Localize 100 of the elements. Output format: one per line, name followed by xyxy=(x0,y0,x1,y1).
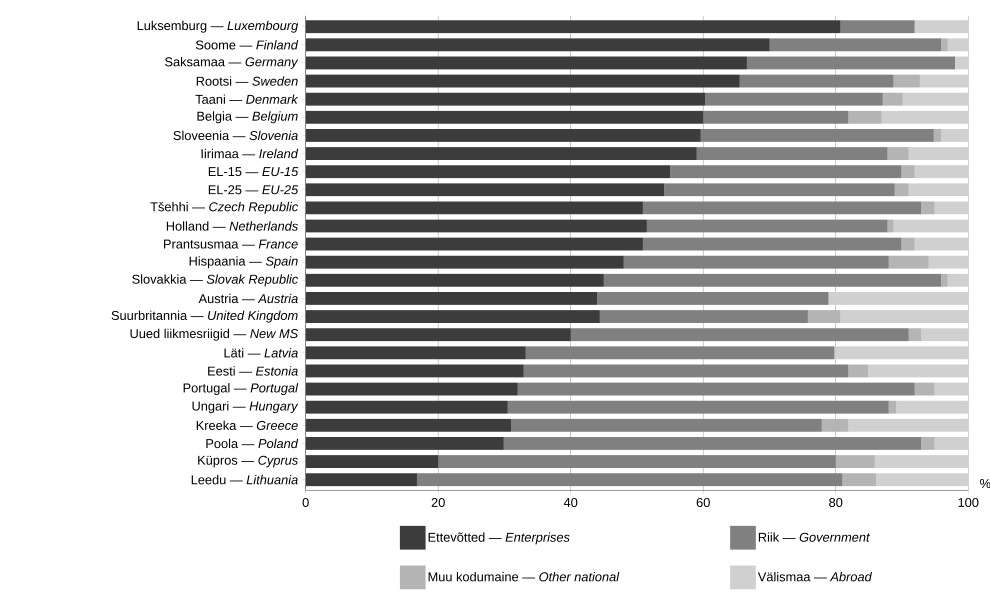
bar xyxy=(921,436,934,450)
bar xyxy=(508,400,889,414)
bar xyxy=(908,328,922,342)
bar xyxy=(306,238,643,250)
bar xyxy=(848,364,868,378)
bar xyxy=(893,74,920,88)
y-tick-label: Iirimaa — Ireland xyxy=(202,148,298,158)
y-tick-label: Küpros — Cyprus xyxy=(198,456,298,468)
y-tick-label: Belgia — Belgium xyxy=(197,111,298,124)
bar xyxy=(894,183,909,196)
bar xyxy=(306,38,770,52)
bar xyxy=(934,436,968,450)
bar xyxy=(306,274,604,287)
bar xyxy=(882,92,903,106)
bar xyxy=(670,165,902,178)
bar xyxy=(306,364,524,378)
legend-label: Riik — Government xyxy=(758,532,870,542)
y-tick-label: Suurbritannia — United Kingdom xyxy=(112,310,298,322)
bar xyxy=(902,92,968,106)
bar xyxy=(504,436,922,450)
bar xyxy=(306,310,600,323)
bar xyxy=(901,238,915,250)
y-tick-label: Slovakkia — Slovak Republic xyxy=(132,274,298,286)
bar xyxy=(888,256,928,269)
bar xyxy=(948,274,968,287)
bar xyxy=(705,92,883,106)
bar xyxy=(848,418,968,432)
bar xyxy=(887,219,894,232)
x-tick-label: 60 xyxy=(696,498,710,507)
y-tick-label: Prantsusmaa — France xyxy=(164,240,298,248)
bar xyxy=(306,346,526,360)
bar xyxy=(306,418,512,432)
bar xyxy=(887,146,909,160)
legend-label: Välismaa — Abroad xyxy=(758,572,872,582)
bar xyxy=(624,256,889,269)
bar xyxy=(914,238,968,250)
bar xyxy=(306,292,598,305)
bar xyxy=(703,110,848,124)
y-tick-label: Rootsi — Sweden xyxy=(196,76,298,86)
bar xyxy=(928,256,968,269)
y-tick-label: EL-25 — EU-25 xyxy=(208,185,298,194)
bar xyxy=(524,364,848,378)
bar xyxy=(306,328,571,342)
bar xyxy=(914,20,968,34)
bar xyxy=(306,56,747,70)
bar xyxy=(646,219,888,232)
bar xyxy=(840,310,968,323)
legend-label: Muu kodumaine — Other national xyxy=(428,572,620,582)
bar xyxy=(934,382,968,396)
bar xyxy=(876,473,968,486)
bar xyxy=(306,473,417,486)
y-tick-label: Ungari — Hungary xyxy=(192,401,298,414)
bar xyxy=(901,165,915,178)
bar xyxy=(597,292,828,305)
bar xyxy=(822,418,848,432)
bar xyxy=(908,146,968,160)
y-tick-label: Soome — Finland xyxy=(196,40,298,50)
bar xyxy=(840,20,915,34)
bar xyxy=(896,400,968,414)
bar xyxy=(416,473,842,486)
y-tick-label: Taani — Denmark xyxy=(195,94,298,104)
y-tick-label: Poola — Poland xyxy=(206,438,298,448)
bar xyxy=(306,165,670,178)
bar xyxy=(438,455,836,468)
x-tick-label: 20 xyxy=(432,498,445,507)
bar xyxy=(306,201,643,214)
bar xyxy=(908,183,968,196)
bar xyxy=(893,219,968,232)
bar xyxy=(914,382,934,396)
bar xyxy=(306,146,697,160)
bar xyxy=(600,310,808,323)
bar xyxy=(828,292,968,305)
bar xyxy=(306,92,706,106)
y-tick-label: Eesti — Estonia xyxy=(208,366,298,376)
bar xyxy=(834,346,968,360)
bar xyxy=(941,274,948,287)
bar xyxy=(842,473,876,486)
x-tick-label: 100 xyxy=(958,498,978,507)
bar xyxy=(941,128,968,142)
bar xyxy=(570,328,909,342)
bar xyxy=(888,400,896,414)
x-tick-label: 80 xyxy=(829,498,842,507)
bar xyxy=(306,400,508,414)
x-tick-label: 0 xyxy=(302,498,309,507)
y-tick-label: Tšehhi — Czech Republic xyxy=(150,202,298,214)
y-tick-label: Saksamaa — Germany xyxy=(165,56,298,69)
y-tick-label: Luksemburg — Luxembourg xyxy=(138,20,298,33)
bar xyxy=(306,382,518,396)
bar xyxy=(954,56,968,70)
bar xyxy=(920,74,968,88)
bar xyxy=(306,219,647,232)
bar xyxy=(306,110,704,124)
bar xyxy=(934,128,942,142)
bar xyxy=(769,38,942,52)
bar xyxy=(808,310,840,323)
bar xyxy=(518,382,915,396)
bar xyxy=(948,38,968,52)
bar xyxy=(740,74,894,88)
x-tick-label: 40 xyxy=(564,498,578,507)
bar xyxy=(664,183,895,196)
